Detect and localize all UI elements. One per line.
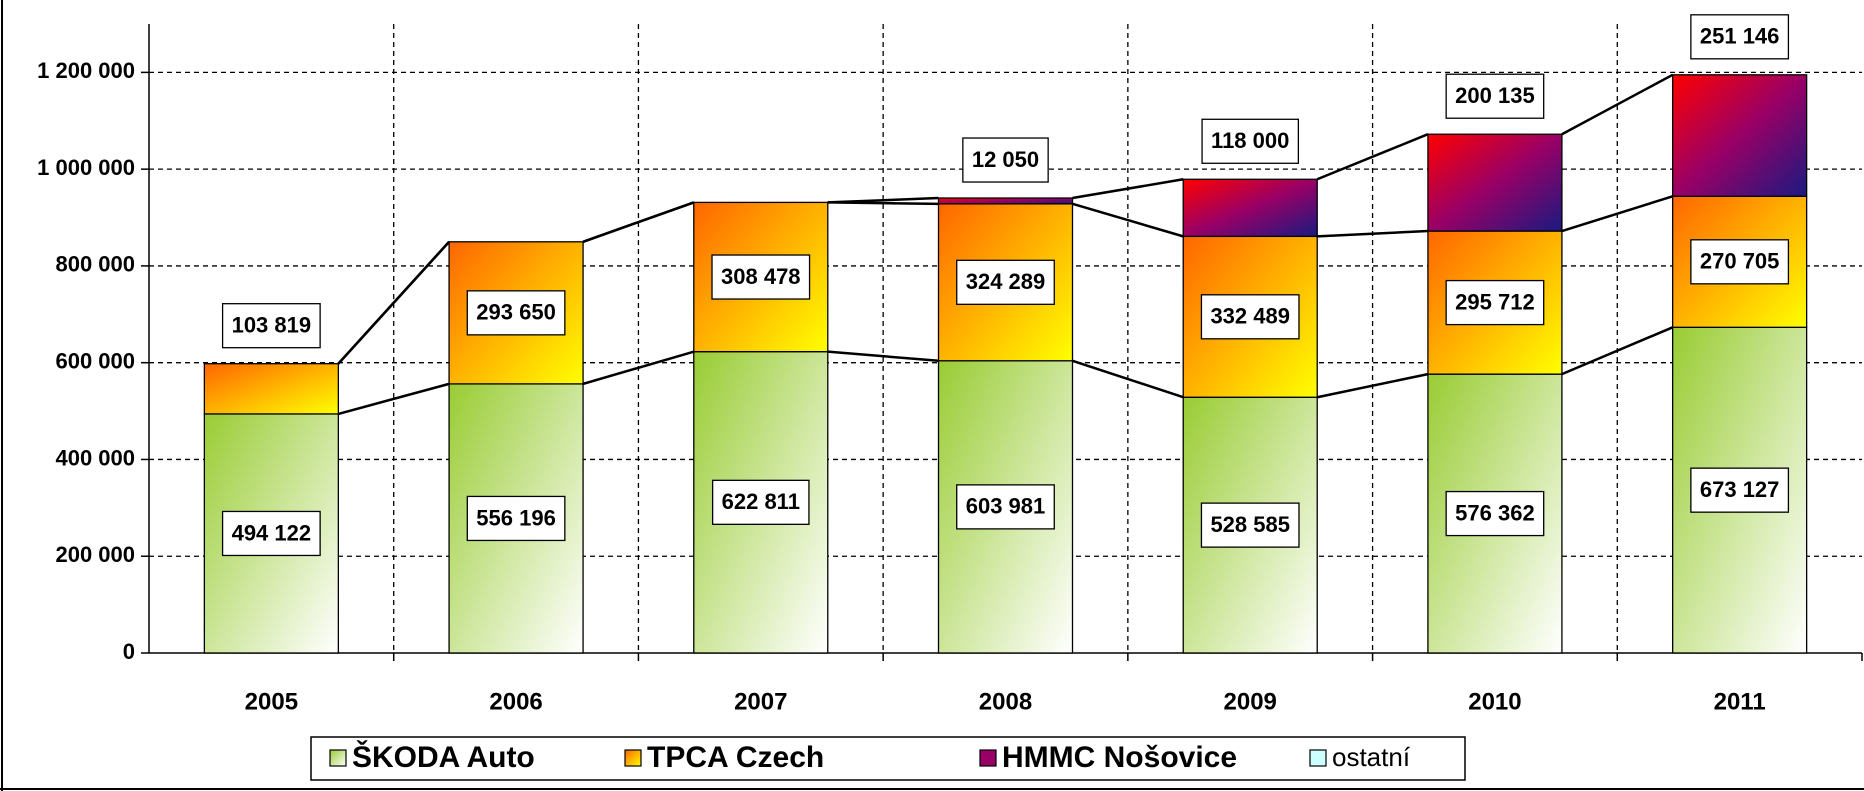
x-tick-label: 2011: [1714, 688, 1766, 715]
bar-segment: [1671, 74, 1808, 197]
connector-line: [1072, 178, 1184, 200]
bar-segment: [1182, 178, 1318, 238]
x-tick-label: 2008: [979, 688, 1032, 715]
value-label-box: [1200, 294, 1300, 340]
connector-line: [1317, 229, 1428, 238]
y-tick-label: 600 000: [55, 349, 135, 374]
legend-box: [310, 736, 1466, 781]
value-label-box: [711, 479, 810, 525]
value-label: 200 135: [1455, 83, 1535, 108]
value-label-box: [1445, 490, 1545, 537]
y-tick-label: 400 000: [55, 445, 135, 470]
value-label: 251 146: [1700, 24, 1780, 49]
connector-line: [1561, 326, 1674, 376]
value-label: 270 705: [1700, 249, 1780, 274]
connector-line: [337, 240, 450, 365]
value-label-box: [1445, 279, 1545, 326]
connector-line: [1072, 359, 1184, 399]
legend-swatch: [1309, 749, 1327, 767]
value-label-box: [962, 137, 1049, 183]
value-label-box: [711, 254, 811, 300]
value-label-box: [1200, 502, 1300, 548]
connector-line: [1316, 372, 1429, 399]
x-tick-label: 2007: [734, 688, 787, 715]
value-label-box: [956, 259, 1055, 305]
legend-label: TPCA Czech: [647, 741, 824, 774]
bar-segment: [203, 363, 340, 415]
value-label: 308 478: [721, 264, 801, 289]
connector-line: [1561, 73, 1674, 136]
value-label-box: [1690, 239, 1790, 285]
x-tick-label: 2010: [1468, 688, 1521, 715]
value-label-box: [466, 290, 566, 336]
value-label-box: [1445, 73, 1545, 119]
value-label: 494 122: [232, 520, 312, 545]
connector-line: [582, 201, 695, 243]
y-tick-label: 1 000 000: [37, 155, 135, 180]
value-label: 295 712: [1455, 289, 1535, 314]
connector-line: [1072, 202, 1184, 238]
value-label-box: [1201, 118, 1300, 164]
x-tick-label: 2009: [1224, 688, 1277, 715]
value-label-box: [221, 303, 321, 349]
value-label: 673 127: [1700, 477, 1780, 502]
y-tick-label: 800 000: [55, 252, 135, 277]
legend-swatch: [979, 749, 997, 767]
value-label: 556 196: [476, 505, 556, 530]
y-tick-label: 1 200 000: [37, 58, 135, 83]
connector-line: [827, 350, 939, 363]
value-label: 528 585: [1210, 512, 1290, 537]
legend-swatch: [329, 749, 347, 767]
value-label-box: [1690, 14, 1790, 60]
value-label: 603 981: [966, 494, 1046, 519]
value-label-box: [466, 495, 566, 542]
legend-label: ostatní: [1332, 742, 1411, 772]
legend-swatch: [624, 749, 642, 767]
connector-line: [827, 196, 939, 204]
x-tick-label: 2006: [489, 688, 542, 715]
connector-line: [338, 382, 450, 416]
legend-label: HMMC Nošovice: [1002, 741, 1237, 774]
value-label: 12 050: [972, 147, 1039, 172]
value-label: 622 811: [722, 489, 800, 514]
bar-segment: [1427, 133, 1563, 232]
connector-line: [1316, 133, 1429, 181]
y-tick-label: 0: [123, 639, 135, 664]
bar-segment: [937, 197, 1074, 205]
value-label-box: [1690, 467, 1790, 513]
value-label: 576 362: [1455, 500, 1535, 525]
y-tick-label: 200 000: [55, 542, 135, 567]
value-label-box: [221, 510, 321, 557]
x-tick-label: 2005: [245, 688, 298, 715]
connector-line: [582, 350, 695, 386]
connector-line: [1561, 195, 1674, 233]
value-label: 332 489: [1210, 304, 1290, 329]
legend-label: ŠKODA Auto: [352, 740, 535, 774]
value-label-box: [956, 484, 1055, 530]
value-label: 103 819: [232, 313, 312, 338]
value-label: 118 000: [1211, 128, 1289, 153]
value-label: 324 289: [966, 269, 1046, 294]
value-label: 293 650: [476, 300, 556, 325]
